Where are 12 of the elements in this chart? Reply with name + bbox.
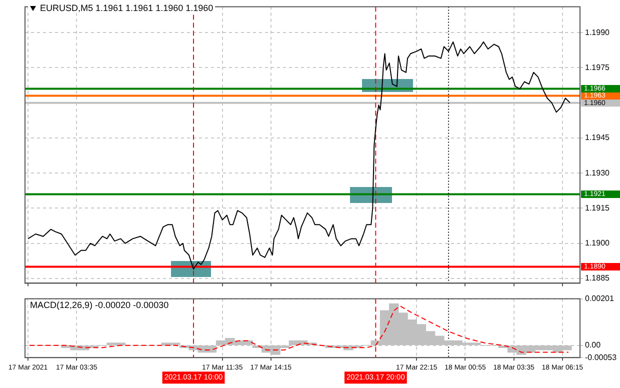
y-tick-label: 0.00201	[585, 294, 614, 304]
y-tick-label: 1.1885	[585, 274, 610, 283]
y-tick-label: 0.00	[585, 340, 602, 350]
y-tick-label: 1.1975	[585, 62, 610, 72]
chart-title: EURUSD,M5 1.1961 1.1961 1.1960 1.1960	[40, 3, 214, 13]
y-tick-label: 1.1930	[585, 168, 610, 178]
chart-title: MACD(12,26,9) -0.00020 -0.00030	[30, 300, 169, 310]
y-tick-label: 1.1990	[585, 28, 610, 37]
y-tick-label: 1.1900	[585, 238, 610, 248]
y-tick-label: -0.00053	[585, 352, 618, 362]
y-tick-label: 1.1945	[585, 133, 610, 142]
y-tick-label: 1.1915	[585, 203, 610, 212]
